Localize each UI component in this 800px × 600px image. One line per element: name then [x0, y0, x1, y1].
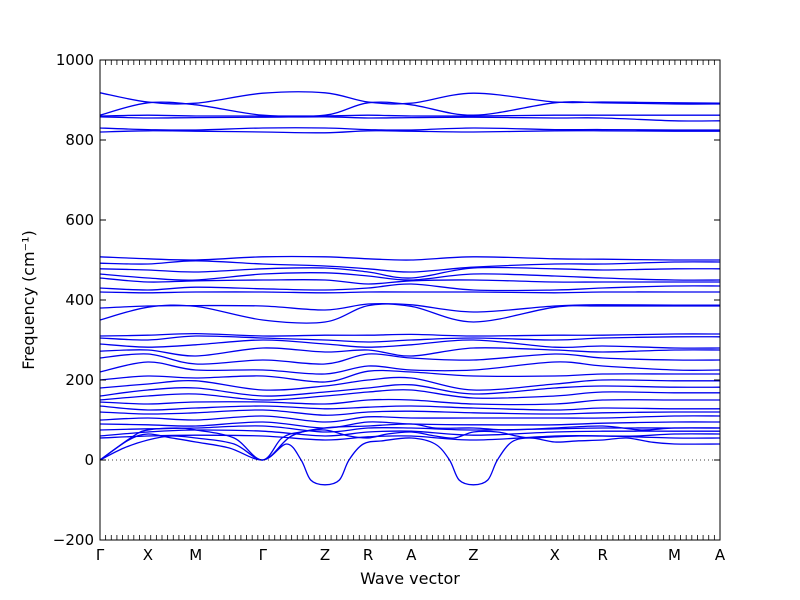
band-line	[99, 423, 721, 461]
band-line	[99, 376, 721, 391]
band-line	[99, 130, 721, 134]
y-tick-label: 1000	[56, 51, 94, 69]
x-tick-label: R	[363, 546, 373, 564]
y-axis-label: Frequency (cm⁻¹)	[19, 230, 38, 369]
band-line	[99, 425, 720, 433]
y-tick-label: 600	[65, 211, 94, 229]
y-axis-ticks: −200 0 200 400 600 800 1000	[53, 51, 720, 549]
band-line	[99, 389, 721, 401]
band-line	[99, 421, 721, 429]
x-tick-label: Γ	[259, 546, 268, 564]
x-tick-label: X	[550, 546, 560, 564]
x-tick-label: Z	[320, 546, 330, 564]
band-lines	[99, 91, 721, 486]
x-tick-label: M	[189, 546, 202, 564]
band-line	[99, 266, 721, 279]
band-line	[99, 415, 721, 423]
x-axis-label: Wave vector	[360, 569, 460, 588]
band-line	[99, 114, 720, 117]
x-tick-label: Z	[468, 546, 478, 564]
x-tick-label: A	[406, 546, 417, 564]
band-line	[99, 101, 721, 118]
band-line	[99, 291, 720, 294]
band-line	[99, 353, 721, 365]
x-tick-label: Γ	[96, 546, 105, 564]
band-line	[99, 303, 720, 324]
band-line	[99, 91, 721, 105]
band-line	[99, 272, 721, 281]
y-tick-label: 0	[84, 451, 94, 469]
band-line	[99, 405, 721, 411]
band-line	[99, 332, 721, 337]
band-line	[99, 409, 721, 416]
y-tick-label: 800	[65, 131, 94, 149]
band-line	[99, 277, 720, 285]
band-line	[99, 116, 721, 122]
band-line	[99, 302, 721, 313]
band-line	[99, 283, 721, 292]
band-line	[99, 260, 721, 273]
y-tick-label: 400	[65, 291, 94, 309]
band-line	[99, 383, 721, 397]
x-tick-label: M	[668, 546, 681, 564]
x-tick-label: R	[597, 546, 607, 564]
band-line	[99, 127, 721, 131]
band-line	[99, 433, 721, 486]
band-line	[99, 339, 721, 349]
band-line	[99, 361, 721, 375]
band-line	[99, 429, 721, 461]
x-tick-label: X	[143, 546, 153, 564]
band-line	[99, 369, 721, 383]
band-line	[99, 255, 721, 261]
y-tick-label: −200	[53, 531, 94, 549]
y-tick-label: 200	[65, 371, 94, 389]
band-line	[99, 398, 720, 406]
band-line	[99, 347, 721, 357]
x-tick-label: A	[715, 546, 726, 564]
band-line	[99, 335, 721, 343]
